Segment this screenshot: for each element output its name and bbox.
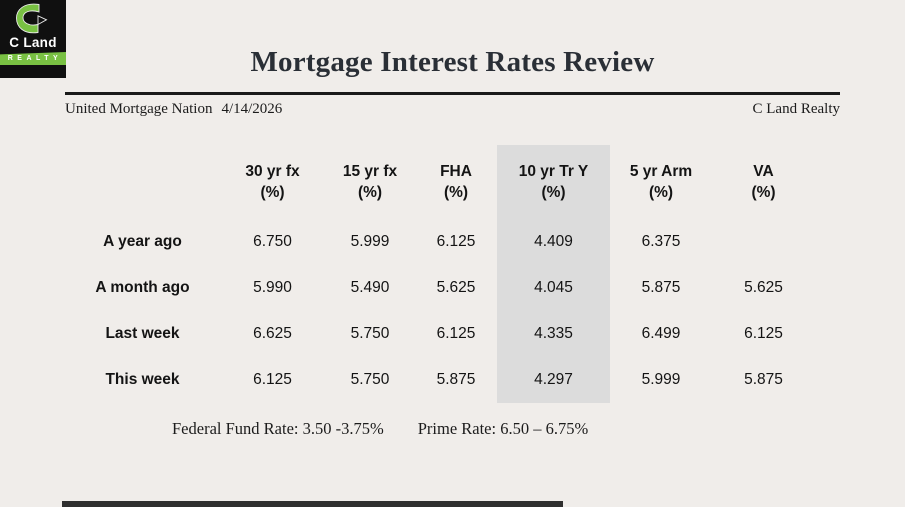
byline: United Mortgage Nation 4/14/2026 C Land … bbox=[65, 101, 840, 118]
table-row: A year ago 6.750 5.999 6.125 4.409 6.375 bbox=[65, 219, 815, 265]
col-header-fha: FHA (%) bbox=[440, 163, 472, 201]
cland-logo-icon bbox=[16, 3, 48, 34]
row-label: A year ago bbox=[103, 233, 182, 250]
rate-cell: 5.990 bbox=[253, 279, 292, 296]
rate-cell: 5.625 bbox=[744, 279, 783, 296]
rate-cell: 6.375 bbox=[641, 233, 681, 250]
rate-cell: 5.490 bbox=[350, 279, 390, 296]
rate-cell: 5.875 bbox=[744, 371, 783, 388]
rate-cell: 5.625 bbox=[436, 279, 476, 296]
rate-cell: 5.875 bbox=[641, 279, 681, 296]
rate-cell: 5.875 bbox=[436, 371, 476, 388]
footnote-value: 6.50 – 6.75% bbox=[500, 419, 589, 438]
footnote-prime-rate: Prime Rate: 6.50 – 6.75% bbox=[418, 419, 588, 439]
row-label: Last week bbox=[105, 325, 180, 342]
col-header-5-yr-arm: 5 yr Arm (%) bbox=[629, 163, 693, 201]
footnote-value: 3.50 -3.75% bbox=[302, 419, 384, 438]
rate-cell: 4.335 bbox=[497, 311, 610, 357]
col-header-15-yr-fx: 15 yr fx (%) bbox=[342, 163, 398, 201]
row-label: A month ago bbox=[95, 279, 190, 296]
rate-cell: 6.125 bbox=[436, 233, 476, 250]
rate-cell: 5.999 bbox=[641, 371, 681, 388]
rate-cell: 4.045 bbox=[497, 265, 610, 311]
header-rule bbox=[65, 92, 840, 95]
col-header-30-yr-fx: 30 yr fx (%) bbox=[245, 163, 300, 201]
bottom-accent-bar bbox=[62, 501, 563, 507]
footnote-label: Federal Fund Rate: bbox=[172, 419, 299, 438]
rate-cell: 6.625 bbox=[253, 325, 292, 342]
row-label: This week bbox=[105, 371, 180, 388]
table-row: Last week 6.625 5.750 6.125 4.335 6.499 6.125 bbox=[65, 311, 815, 357]
rate-cell: 4.297 bbox=[497, 357, 610, 403]
rate-cell: 4.409 bbox=[497, 219, 610, 265]
corner-cell bbox=[65, 145, 220, 219]
table-row: A month ago 5.990 5.490 5.625 4.045 5.875 5.62… bbox=[65, 265, 815, 311]
byline-date: 4/14/2026 bbox=[221, 101, 283, 117]
rate-cell: 6.125 bbox=[253, 371, 292, 388]
byline-source: United Mortgage Nation bbox=[65, 101, 213, 117]
logo-realty-band: REALTY bbox=[0, 52, 66, 65]
rate-cell: 6.125 bbox=[436, 325, 476, 342]
rate-cell: 5.999 bbox=[350, 233, 390, 250]
table-row: This week 6.125 5.750 5.875 4.297 5.999 5.875 bbox=[65, 357, 815, 403]
rate-cell: 6.750 bbox=[253, 233, 292, 250]
rate-cell bbox=[712, 219, 815, 265]
page-title: Mortgage Interest Rates Review bbox=[250, 46, 655, 78]
rates-table: 30 yr fx (%) 15 yr fx (%) FHA (%) 10 yr Tr Y (%… bbox=[65, 145, 815, 403]
byline-left: United Mortgage Nation 4/14/2026 bbox=[65, 101, 282, 118]
footnote-label: Prime Rate: bbox=[417, 419, 497, 438]
footnotes: Federal Fund Rate: 3.50 -3.75% Prime Rat… bbox=[172, 419, 588, 439]
byline-right: C Land Realty bbox=[752, 101, 840, 117]
logo-name: C Land bbox=[9, 35, 57, 50]
rate-cell: 5.750 bbox=[350, 371, 390, 388]
col-header-10-yr-tr-y: 10 yr Tr Y (%) bbox=[497, 145, 610, 219]
rates-header-row: 30 yr fx (%) 15 yr fx (%) FHA (%) 10 yr Tr Y (%… bbox=[65, 145, 815, 219]
rate-cell: 5.750 bbox=[350, 325, 390, 342]
col-header-va: VA (%) bbox=[751, 163, 776, 201]
cland-logo: C Land REALTY bbox=[0, 0, 66, 78]
footnote-federal-fund-rate: Federal Fund Rate: 3.50 -3.75% bbox=[172, 419, 384, 439]
rate-cell: 6.125 bbox=[744, 325, 783, 342]
rate-cell: 6.499 bbox=[641, 325, 681, 342]
